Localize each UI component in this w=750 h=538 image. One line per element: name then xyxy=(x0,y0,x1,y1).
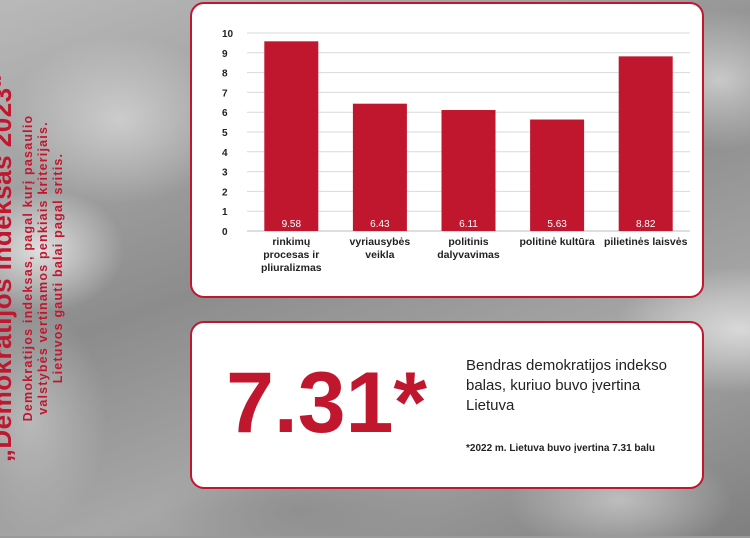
x-tick-label-line: pilietinės laisvės xyxy=(604,236,688,248)
description-line: Lietuvos gauti balai pagal sritis. xyxy=(51,152,65,384)
score-card: 7.31* Bendras demokratijos indekso balas… xyxy=(190,321,704,489)
x-tick-label: politinis dalyvavimas xyxy=(437,236,500,261)
x-tick-label-line: veikla xyxy=(365,249,394,261)
y-tick-label: 3 xyxy=(222,168,228,179)
y-tick-label: 2 xyxy=(222,187,228,198)
y-tick-label: 1 xyxy=(222,207,228,218)
x-tick-label-line: politinė kultūra xyxy=(519,236,594,248)
bar xyxy=(352,103,407,231)
x-tick-label-line: rinkimų xyxy=(272,236,310,248)
bar xyxy=(264,41,319,231)
y-tick-label: 0 xyxy=(222,227,228,238)
page-title: „Demokratijos indeksas 2023“ xyxy=(0,73,17,463)
x-tick-label: rinkimų procesas ir pliuralizmas xyxy=(261,236,322,274)
x-tick-label: politinė kultūra xyxy=(519,236,594,248)
x-tick-label-line: politinis xyxy=(448,236,488,248)
side-text-block: „Demokratijos indeksas 2023“ Demokratijo… xyxy=(0,0,97,538)
x-tick-label-line: dalyvavimas xyxy=(437,249,500,261)
side-description: Demokratijos indeksas, pagal kurį pasaul… xyxy=(21,0,66,538)
y-tick-label: 8 xyxy=(222,69,228,80)
x-tick-label-line: pliuralizmas xyxy=(261,262,322,274)
data-label: 5.63 xyxy=(547,219,567,230)
data-label: 9.58 xyxy=(282,219,302,230)
data-label: 6.43 xyxy=(370,219,390,230)
description-line: Demokratijos indeksas, pagal kurį pasaul… xyxy=(21,114,35,422)
y-tick-label: 5 xyxy=(222,128,228,139)
x-tick-label-line: vyriausybės xyxy=(350,236,411,248)
bar xyxy=(441,110,496,231)
y-tick-label: 9 xyxy=(222,49,228,60)
chart-card: 0 1 2 3 4 5 6 7 8 9 10 9.58 rinkimų procesas ir pliura… xyxy=(190,2,704,298)
y-tick-label: 4 xyxy=(222,148,228,159)
data-label: 8.82 xyxy=(636,219,656,230)
y-tick-label: 7 xyxy=(222,88,228,99)
bar xyxy=(530,119,585,231)
overall-score: 7.31* xyxy=(226,355,427,451)
y-tick-label: 6 xyxy=(222,108,228,119)
x-tick-label-line: procesas ir xyxy=(263,249,319,261)
y-tick-label: 10 xyxy=(222,29,234,40)
x-tick-label: pilietinės laisvės xyxy=(604,236,688,248)
bar-chart: 0 1 2 3 4 5 6 7 8 9 10 9.58 rinkimų procesas ir pliura… xyxy=(222,29,690,274)
description-line: valstybės vertinamos penkiais kriterijai… xyxy=(36,121,50,415)
bar xyxy=(618,56,673,231)
data-label: 6.11 xyxy=(459,219,478,230)
x-tick-label: vyriausybės veikla xyxy=(350,236,411,261)
score-caption: Bendras demokratijos indekso balas, kuri… xyxy=(466,357,667,414)
score-footnote: *2022 m. Lietuva buvo įvertina 7.31 balu xyxy=(466,443,655,454)
